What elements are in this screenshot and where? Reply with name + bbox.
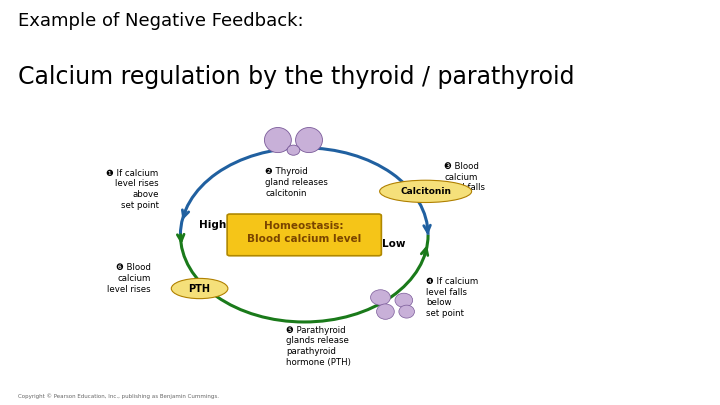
Ellipse shape (399, 305, 415, 318)
Text: PTH: PTH (189, 284, 210, 294)
Ellipse shape (371, 290, 390, 305)
Ellipse shape (379, 180, 472, 202)
Text: ❻ Blood
calcium
level rises: ❻ Blood calcium level rises (107, 263, 151, 294)
Ellipse shape (287, 145, 300, 155)
Text: ❷ Thyroid
gland releases
calcitonin: ❷ Thyroid gland releases calcitonin (266, 167, 328, 198)
Text: Homeostasis:
Blood calcium level: Homeostasis: Blood calcium level (247, 222, 361, 244)
Ellipse shape (264, 128, 292, 153)
FancyBboxPatch shape (227, 214, 382, 256)
Text: ❸ Blood
calcium
level falls: ❸ Blood calcium level falls (444, 162, 485, 192)
Text: ❺ Parathyroid
glands release
parathyroid
hormone (PTH): ❺ Parathyroid glands release parathyroid… (287, 326, 351, 367)
Text: Low: Low (382, 239, 405, 249)
Ellipse shape (171, 278, 228, 298)
Text: Calcitonin: Calcitonin (400, 187, 451, 196)
Text: Copyright © Pearson Education, Inc., publishing as Benjamin Cummings.: Copyright © Pearson Education, Inc., pub… (18, 393, 219, 399)
Text: ❹ If calcium
level falls
below
set point: ❹ If calcium level falls below set point (426, 277, 479, 318)
Text: Example of Negative Feedback:: Example of Negative Feedback: (18, 12, 303, 30)
Ellipse shape (395, 293, 413, 307)
Text: High: High (199, 220, 226, 230)
Ellipse shape (296, 128, 323, 153)
Ellipse shape (377, 304, 395, 319)
Text: Calcium regulation by the thyroid / parathyroid: Calcium regulation by the thyroid / para… (18, 65, 574, 89)
Text: ❶ If calcium
level rises
above
set point: ❶ If calcium level rises above set point (107, 168, 158, 210)
